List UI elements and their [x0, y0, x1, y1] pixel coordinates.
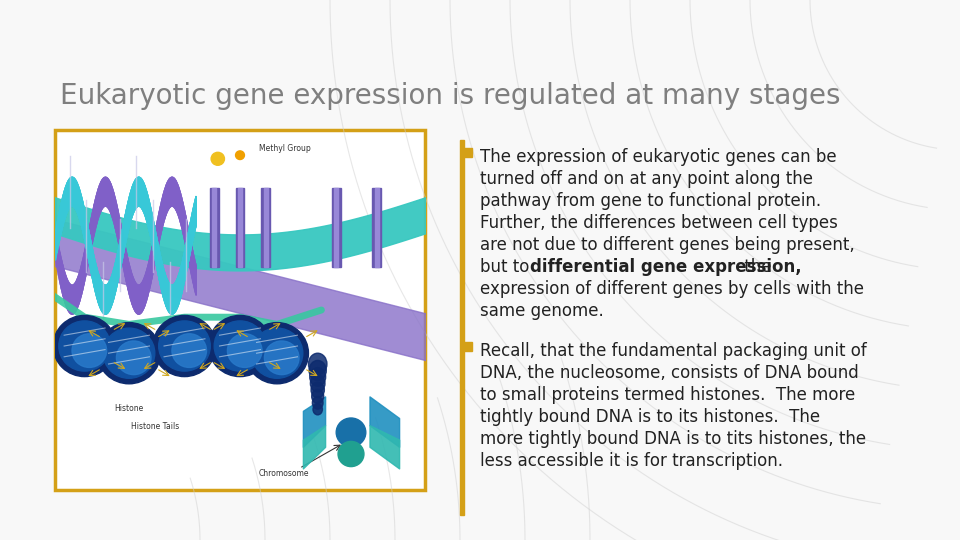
Text: to small proteins termed histones.  The more: to small proteins termed histones. The m… — [480, 386, 855, 404]
Ellipse shape — [312, 389, 324, 403]
Text: differential gene expression,: differential gene expression, — [530, 258, 802, 276]
Text: are not due to different genes being present,: are not due to different genes being pre… — [480, 236, 854, 254]
Circle shape — [246, 322, 308, 384]
Text: pathway from gene to functional protein.: pathway from gene to functional protein. — [480, 192, 821, 210]
Text: Further, the differences between cell types: Further, the differences between cell ty… — [480, 214, 838, 232]
Bar — [212, 187, 216, 267]
Circle shape — [59, 321, 110, 371]
Ellipse shape — [310, 368, 325, 386]
Ellipse shape — [310, 375, 325, 392]
Text: Chromosome: Chromosome — [258, 469, 309, 477]
Circle shape — [208, 315, 272, 376]
Bar — [374, 187, 379, 267]
Circle shape — [72, 334, 107, 367]
Bar — [460, 140, 464, 515]
Ellipse shape — [308, 353, 327, 375]
Circle shape — [153, 315, 216, 376]
Ellipse shape — [311, 382, 324, 397]
Circle shape — [336, 418, 366, 447]
Ellipse shape — [313, 404, 323, 415]
Text: Methyl Group: Methyl Group — [258, 144, 310, 152]
Bar — [55, 130, 425, 490]
Text: Histone Tails: Histone Tails — [131, 422, 179, 431]
Bar — [463, 148, 472, 157]
Text: less accessible it is for transcription.: less accessible it is for transcription. — [480, 452, 783, 470]
Text: turned off and on at any point along the: turned off and on at any point along the — [480, 170, 813, 188]
Text: the: the — [739, 258, 772, 276]
Bar — [334, 187, 339, 267]
Bar — [463, 342, 472, 351]
Bar — [209, 187, 219, 267]
Text: but to: but to — [480, 258, 535, 276]
Text: expression of different genes by cells with the: expression of different genes by cells w… — [480, 280, 864, 298]
Bar — [261, 187, 271, 267]
Bar — [235, 187, 245, 267]
Circle shape — [53, 315, 116, 376]
Bar — [372, 187, 381, 267]
Bar — [332, 187, 341, 267]
Text: same genome.: same genome. — [480, 302, 604, 320]
Circle shape — [104, 328, 155, 379]
Circle shape — [235, 151, 245, 159]
Text: DNA, the nucleosome, consists of DNA bound: DNA, the nucleosome, consists of DNA bou… — [480, 364, 859, 382]
Circle shape — [338, 441, 364, 467]
Text: The expression of eukaryotic genes can be: The expression of eukaryotic genes can b… — [480, 148, 836, 166]
Text: tightly bound DNA is to its histones.  The: tightly bound DNA is to its histones. Th… — [480, 408, 820, 426]
Bar — [238, 187, 242, 267]
Text: more tightly bound DNA is to tits histones, the: more tightly bound DNA is to tits histon… — [480, 430, 866, 448]
Text: Histone: Histone — [114, 404, 144, 413]
Circle shape — [211, 152, 225, 165]
Circle shape — [264, 341, 299, 375]
Circle shape — [116, 341, 151, 375]
Circle shape — [214, 321, 266, 371]
Ellipse shape — [309, 360, 326, 381]
Bar — [264, 187, 268, 267]
Ellipse shape — [312, 396, 324, 409]
Text: Recall, that the fundamental packaging unit of: Recall, that the fundamental packaging u… — [480, 342, 867, 360]
Circle shape — [252, 328, 302, 379]
Text: Eukaryotic gene expression is regulated at many stages: Eukaryotic gene expression is regulated … — [60, 82, 841, 110]
Circle shape — [98, 322, 160, 384]
Circle shape — [172, 334, 206, 367]
Circle shape — [158, 321, 210, 371]
Circle shape — [228, 334, 262, 367]
